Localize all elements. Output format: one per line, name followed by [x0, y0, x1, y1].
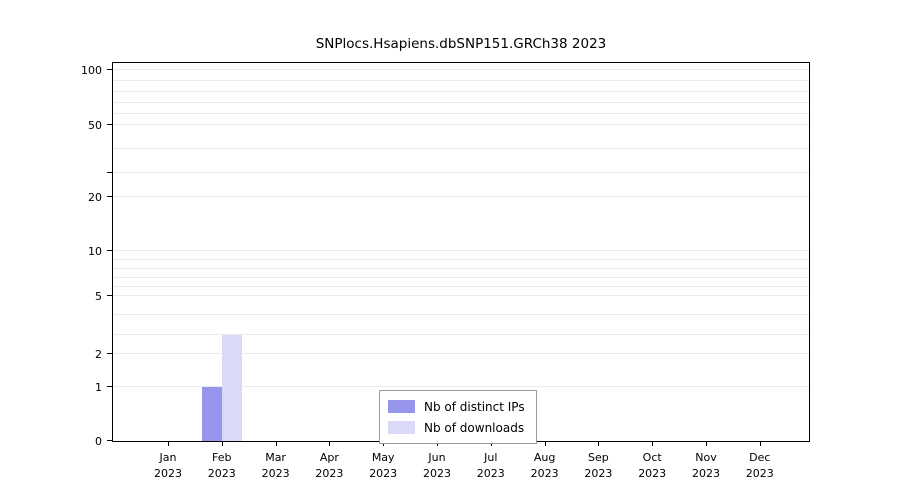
month-year: 2023 — [423, 466, 451, 480]
month-year: 2023 — [638, 466, 667, 480]
y-axis-tick — [107, 171, 113, 173]
x-axis-month-label: Feb 2023 — [190, 450, 254, 482]
y-axis-tick-label: 100 — [81, 64, 102, 78]
y-axis-tick — [107, 440, 113, 441]
gridline — [113, 267, 809, 269]
month-name: Mar — [265, 451, 286, 464]
month-name: Apr — [319, 451, 339, 464]
x-axis-tick — [221, 441, 223, 446]
month-year: 2023 — [476, 466, 505, 480]
y-axis-tick-label: 2 — [95, 347, 102, 361]
gridline — [113, 69, 809, 71]
x-axis-month-label: Aug 2023 — [513, 450, 577, 482]
gridline — [113, 171, 809, 173]
gridline — [113, 91, 809, 93]
x-axis-tick — [598, 441, 600, 446]
month-year: 2023 — [692, 466, 720, 480]
legend-swatch — [388, 400, 415, 413]
x-axis-tick — [168, 441, 169, 446]
gridline — [113, 196, 809, 198]
x-axis-month-label: Mar 2023 — [244, 450, 308, 482]
gridline — [113, 333, 809, 335]
month-name: May — [371, 451, 395, 464]
y-axis-tick-label: 10 — [88, 245, 102, 258]
month-name: Jan — [159, 451, 177, 464]
month-year: 2023 — [530, 466, 559, 480]
month-year: 2023 — [315, 466, 344, 480]
gridline — [113, 112, 809, 114]
x-axis-month-label: Jul 2023 — [459, 450, 523, 482]
y-axis-tick — [107, 69, 113, 71]
y-axis-tick — [107, 196, 113, 198]
legend: Nb of distinct IPs Nb of downloads — [379, 390, 537, 444]
month-name: Jul — [484, 451, 498, 464]
month-name: Jun — [428, 451, 446, 464]
legend-label: Nb of distinct IPs — [424, 399, 525, 414]
x-axis-tick — [652, 441, 654, 446]
legend-item: Nb of downloads — [388, 417, 525, 438]
y-axis-tick-label: 50 — [88, 118, 102, 132]
gridline — [113, 250, 809, 251]
month-name: Nov — [695, 451, 717, 464]
x-axis-tick — [329, 441, 331, 446]
month-name: Aug — [533, 451, 556, 464]
gridline — [113, 101, 809, 103]
month-name: Dec — [749, 451, 771, 464]
month-year: 2023 — [207, 466, 236, 480]
y-axis-tick — [107, 386, 113, 388]
gridline — [113, 123, 809, 125]
gridline — [113, 80, 809, 82]
x-axis-month-label: May 2023 — [351, 450, 415, 482]
gridline — [113, 147, 809, 149]
gridline — [113, 386, 809, 388]
x-axis-tick — [544, 441, 546, 446]
y-axis-tick — [107, 250, 113, 251]
legend-swatch — [388, 421, 415, 434]
y-axis-tick-label: 20 — [88, 191, 102, 205]
x-axis-tick — [275, 441, 277, 446]
gridline — [113, 314, 809, 316]
bar-downloads — [221, 334, 242, 441]
month-name: Feb — [212, 451, 232, 464]
month-year: 2023 — [745, 466, 774, 480]
gridline — [113, 276, 809, 278]
plot-area: 100 50 20 10 5 2 1 0 Jan 2023 Feb 2023 Mar 2023 Apr 202… — [81, 62, 810, 480]
x-axis-tick — [706, 441, 707, 446]
x-axis-month-label: Oct 2023 — [620, 450, 684, 482]
y-axis-tick — [107, 294, 113, 296]
legend-item: Nb of distinct IPs — [388, 396, 525, 417]
x-axis-tick — [759, 441, 761, 446]
chart-title: SNPlocs.Hsapiens.dbSNP151.GRCh38 2023 — [315, 36, 607, 52]
y-axis-tick — [107, 123, 113, 125]
month-year: 2023 — [154, 466, 182, 480]
gridline — [113, 294, 809, 296]
gridline — [113, 352, 809, 354]
gridline — [113, 258, 809, 260]
bar-distinct-ips — [201, 387, 222, 441]
x-axis-month-label: Jun 2023 — [405, 450, 469, 482]
x-axis-month-label: Nov 2023 — [674, 450, 738, 482]
y-axis-tick-label: 5 — [95, 289, 102, 303]
y-axis-tick — [107, 352, 113, 354]
month-year: 2023 — [261, 466, 290, 480]
x-axis-month-label: Dec 2023 — [728, 450, 792, 482]
month-name: Sep — [588, 451, 609, 464]
y-axis-tick-label: 0 — [95, 435, 102, 448]
x-axis-month-label: Jan 2023 — [136, 450, 200, 482]
legend-label: Nb of downloads — [424, 420, 525, 435]
month-name: Oct — [642, 451, 662, 464]
x-axis-month-label: Apr 2023 — [297, 450, 361, 482]
month-year: 2023 — [369, 466, 398, 480]
gridline — [113, 285, 809, 287]
y-axis-tick-label: 1 — [95, 381, 102, 395]
month-year: 2023 — [584, 466, 613, 480]
x-axis-month-label: Sep 2023 — [566, 450, 630, 482]
